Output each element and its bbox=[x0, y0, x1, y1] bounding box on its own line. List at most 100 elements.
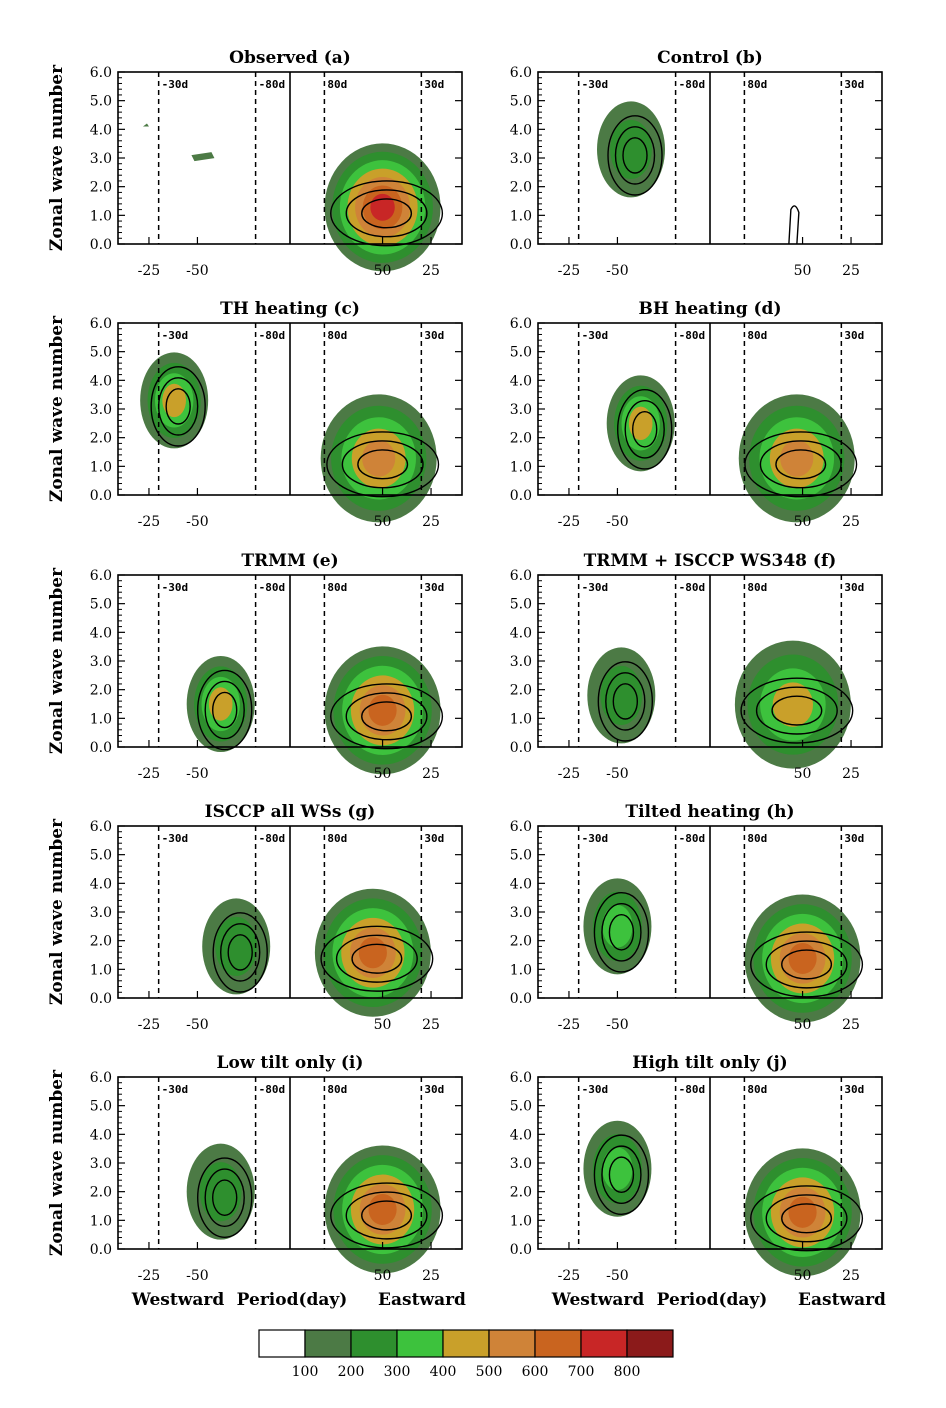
y-tick-label: 5.0 bbox=[90, 94, 112, 110]
y-tick-label: 0.0 bbox=[510, 991, 532, 1007]
line-w80-label: -80d bbox=[259, 329, 286, 342]
x-tick-label: 25 bbox=[422, 1017, 440, 1033]
line-w30-label: -30d bbox=[162, 581, 189, 594]
east-contour-2 bbox=[351, 943, 403, 974]
colorbar-swatch-1 bbox=[304, 1329, 352, 1358]
line-e30-label: 30d bbox=[424, 581, 444, 594]
x-tick-label: -50 bbox=[186, 1268, 209, 1284]
x-tick-label: -25 bbox=[558, 263, 581, 279]
east-contour-1 bbox=[345, 1191, 428, 1240]
line-e30-label: 30d bbox=[424, 329, 444, 342]
y-tick-label: 6.0 bbox=[90, 568, 112, 584]
x-tick-label: 25 bbox=[422, 1268, 440, 1284]
east-contour-1 bbox=[335, 934, 418, 983]
line-w80-label: -80d bbox=[679, 581, 706, 594]
y-tick-label: 4.0 bbox=[510, 876, 532, 892]
west-level-300 bbox=[602, 905, 633, 948]
colorbar-label-100: 100 bbox=[292, 1364, 319, 1380]
x-tick-label: -50 bbox=[186, 1017, 209, 1033]
east-level-600 bbox=[788, 942, 817, 974]
east-contour-1 bbox=[765, 940, 848, 989]
y-tick-label: 4.0 bbox=[510, 625, 532, 641]
x-tick-label: -25 bbox=[558, 1268, 581, 1284]
line-w30-label: -30d bbox=[582, 78, 609, 91]
panel-title: TH heating (c) bbox=[220, 299, 360, 319]
line-e30-label: 30d bbox=[424, 832, 444, 845]
colorbar: 100 200 300 400 500 600 700 800 bbox=[258, 1329, 674, 1380]
east-level-600 bbox=[368, 694, 397, 726]
panel-title: Observed (a) bbox=[229, 48, 351, 68]
panel-a: -30d -80d 80d 30d 0.0 1.0 2.0 3.0 4.0 5.0 6.0 -25 -5… bbox=[47, 48, 463, 279]
west-contour-2 bbox=[608, 1156, 635, 1194]
colorbar-swatch-2 bbox=[350, 1329, 398, 1358]
west-contour-0 bbox=[593, 1134, 650, 1216]
west-contour-1 bbox=[601, 903, 642, 962]
line-w80-label: -80d bbox=[259, 832, 286, 845]
y-tick-label: 3.0 bbox=[90, 151, 112, 167]
y-tick-label: 6.0 bbox=[90, 316, 112, 332]
west-contour-2 bbox=[608, 914, 635, 951]
y-tick-label: 2.0 bbox=[510, 934, 532, 950]
colorbar-swatch-0 bbox=[258, 1329, 306, 1358]
east-contour-2 bbox=[361, 198, 413, 229]
line-e80-label: 80d bbox=[747, 329, 767, 342]
west-level-200 bbox=[215, 916, 258, 976]
west-contour-0 bbox=[196, 669, 253, 751]
west-speck-2 bbox=[191, 152, 215, 162]
x-tick-label: 25 bbox=[842, 263, 860, 279]
y-tick-label: 4.0 bbox=[90, 1127, 112, 1143]
y-tick-label: 6.0 bbox=[510, 316, 532, 332]
colorbar-swatch-7 bbox=[580, 1329, 628, 1358]
y-tick-label: 1.0 bbox=[90, 962, 112, 978]
y-tick-label: 6.0 bbox=[510, 65, 532, 81]
y-tick-label: 1.0 bbox=[90, 208, 112, 224]
westward-label: Westward bbox=[551, 1290, 645, 1310]
line-e80-label: 80d bbox=[747, 1083, 767, 1096]
x-tick-label: -50 bbox=[606, 1017, 629, 1033]
line-w80-label: -80d bbox=[679, 832, 706, 845]
y-tick-label: 5.0 bbox=[510, 1099, 532, 1115]
x-tick-label: 50 bbox=[374, 514, 392, 530]
east-contour-0 bbox=[330, 683, 444, 750]
line-e30-label: 30d bbox=[844, 832, 864, 845]
colorbar-swatch-3 bbox=[396, 1329, 444, 1358]
panel-d: -30d -80d 80d 30d 0.0 1.0 2.0 3.0 4.0 5.0 6.0 -25 -5… bbox=[510, 299, 883, 530]
y-tick-label: 2.0 bbox=[510, 431, 532, 447]
west-contour-0 bbox=[196, 1157, 253, 1238]
y-axis-label: Zonal wave number bbox=[47, 64, 67, 251]
y-tick-label: 2.0 bbox=[90, 1185, 112, 1201]
x-tick-label: 50 bbox=[794, 1268, 812, 1284]
line-e30-label: 30d bbox=[844, 581, 864, 594]
west-level-200 bbox=[600, 665, 643, 725]
y-tick-label: 6.0 bbox=[90, 65, 112, 81]
y-tick-label: 1.0 bbox=[510, 208, 532, 224]
y-tick-label: 6.0 bbox=[90, 819, 112, 835]
y-tick-label: 6.0 bbox=[510, 819, 532, 835]
y-tick-label: 4.0 bbox=[90, 876, 112, 892]
east-contour-2 bbox=[781, 1203, 833, 1234]
line-e30-label: 30d bbox=[424, 78, 444, 91]
west-contour-0 bbox=[597, 661, 654, 742]
x-tick-label: -50 bbox=[186, 514, 209, 530]
line-w30-label: -30d bbox=[162, 329, 189, 342]
eastward-label: Eastward bbox=[798, 1290, 886, 1310]
colorbar-swatch-8 bbox=[626, 1329, 674, 1358]
west-contour-2 bbox=[622, 137, 648, 174]
x-tick-label: -50 bbox=[186, 766, 209, 782]
west-level-400 bbox=[628, 406, 653, 441]
east-contour-0 bbox=[750, 931, 864, 998]
west-contour-0 bbox=[593, 892, 650, 973]
y-axis-label: Zonal wave number bbox=[47, 567, 67, 754]
east-contour-0 bbox=[788, 205, 800, 245]
line-e30-label: 30d bbox=[844, 329, 864, 342]
x-tick-label: 50 bbox=[794, 766, 812, 782]
x-tick-label: -50 bbox=[186, 263, 209, 279]
y-tick-label: 0.0 bbox=[510, 1242, 532, 1258]
colorbar-label-800: 800 bbox=[614, 1364, 641, 1380]
y-tick-label: 4.0 bbox=[510, 373, 532, 389]
y-tick-label: 5.0 bbox=[510, 848, 532, 864]
west-level-400 bbox=[208, 687, 233, 721]
west-contour-1 bbox=[601, 1145, 642, 1205]
east-level-600 bbox=[368, 1193, 397, 1225]
